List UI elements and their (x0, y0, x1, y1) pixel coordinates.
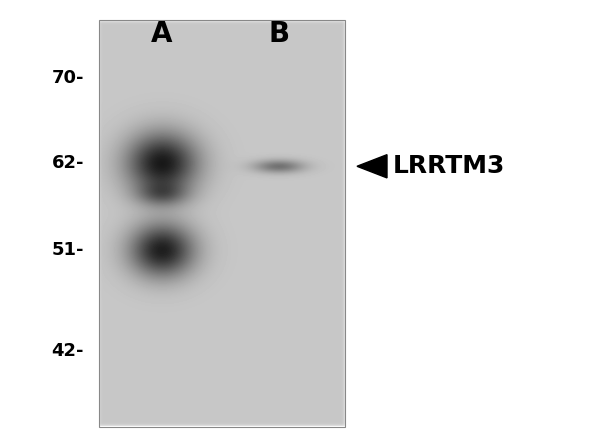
Bar (99, 20, 345, 427)
Text: 42-: 42- (52, 342, 84, 360)
FancyArrow shape (357, 155, 387, 178)
Text: 51-: 51- (52, 241, 84, 259)
Text: B: B (268, 20, 290, 47)
Text: 70-: 70- (52, 69, 84, 87)
Text: 62-: 62- (52, 154, 84, 172)
Text: A: A (151, 20, 173, 47)
Text: LRRTM3: LRRTM3 (393, 154, 505, 178)
